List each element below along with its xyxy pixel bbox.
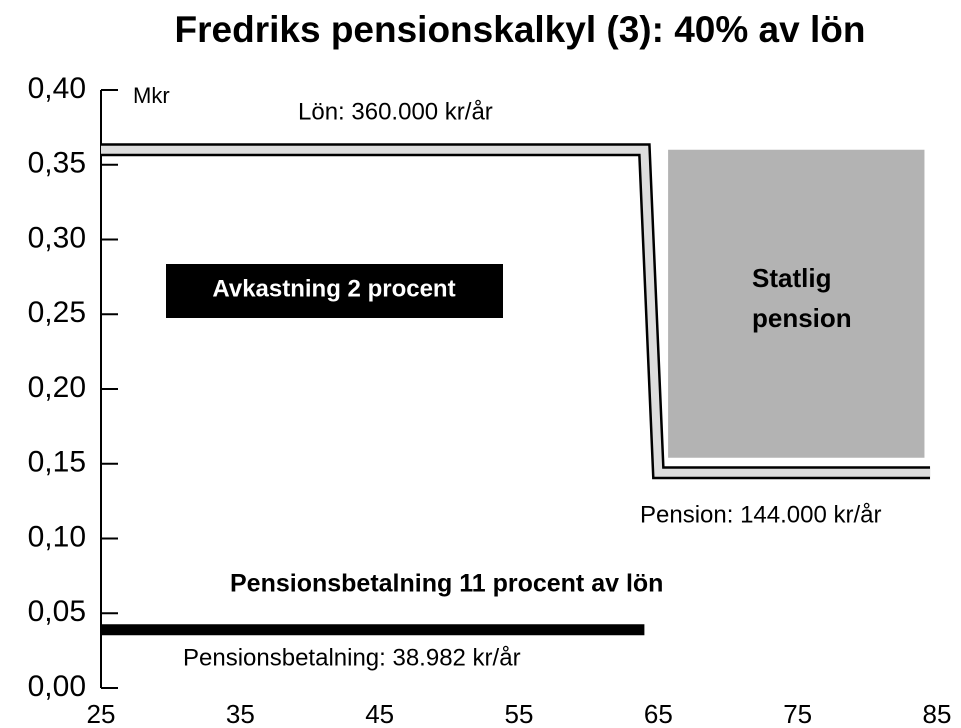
y-axis-label: Mkr (133, 83, 170, 108)
y-tick-label: 0,15 (28, 446, 86, 479)
x-tick-label: 45 (365, 699, 394, 728)
y-tick-label: 0,35 (28, 147, 86, 180)
x-tick-label: 85 (923, 699, 952, 728)
annotation: Lön: 360.000 kr/år (298, 98, 493, 125)
x-tick-label: 35 (226, 699, 255, 728)
annotation: Avkastning 2 procent (212, 275, 455, 302)
y-tick-label: 0,40 (28, 72, 86, 105)
annotation: pension (752, 303, 852, 333)
y-tick-label: 0,10 (28, 520, 86, 553)
annotation: Statlig (752, 263, 831, 293)
area (668, 149, 925, 458)
y-tick-label: 0,30 (28, 221, 86, 254)
y-tick-label: 0,20 (28, 371, 86, 404)
y-tick-label: 0,25 (28, 296, 86, 329)
x-tick-label: 75 (783, 699, 812, 728)
annotation: Pensionsbetalning 11 procent av lön (230, 570, 663, 598)
label-box (166, 264, 503, 318)
annotation: Pensionsbetalning: 38.982 kr/år (183, 644, 521, 671)
line (101, 145, 931, 477)
chart-title: Fredriks pensionskalkyl (3): 40% av lön (175, 9, 866, 50)
x-tick-label: 55 (505, 699, 534, 728)
x-tick-label: 65 (644, 699, 673, 728)
y-tick-label: 0,05 (28, 595, 86, 628)
annotation: Pension: 144.000 kr/år (640, 501, 882, 528)
x-tick-label: 25 (87, 699, 116, 728)
y-tick-label: 0,00 (28, 670, 86, 703)
